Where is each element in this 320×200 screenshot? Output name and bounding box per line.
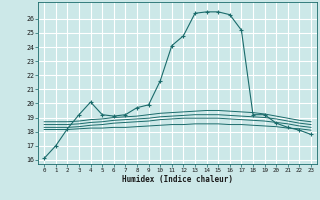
X-axis label: Humidex (Indice chaleur): Humidex (Indice chaleur) — [122, 175, 233, 184]
